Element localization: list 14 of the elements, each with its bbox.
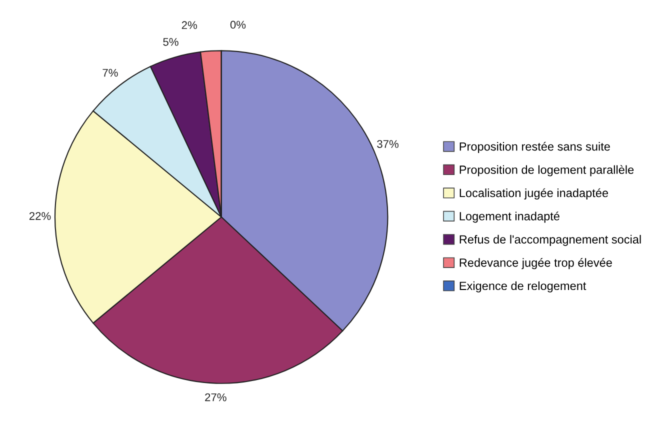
legend-label: Localisation jugée inadaptée bbox=[460, 188, 608, 200]
data-label: 27% bbox=[205, 393, 226, 402]
legend-label: Proposition de logement parallèle bbox=[460, 165, 634, 176]
data-label: 22% bbox=[29, 212, 51, 220]
legend-label: Logement inadapté bbox=[460, 212, 560, 223]
legend-label: Proposition restée sans suite bbox=[460, 142, 610, 154]
data-label: 2% bbox=[182, 21, 197, 29]
legend-label: Exigence de relogement bbox=[460, 281, 586, 292]
data-label: 7% bbox=[102, 68, 118, 77]
text: 0% bbox=[230, 20, 246, 29]
legend-label: Refus de l'accompagnement social bbox=[460, 234, 641, 246]
data-label: 5% bbox=[163, 38, 178, 46]
legend-label: Redevance jugée trop élevée bbox=[460, 258, 612, 270]
data-label: 37% bbox=[377, 140, 398, 148]
